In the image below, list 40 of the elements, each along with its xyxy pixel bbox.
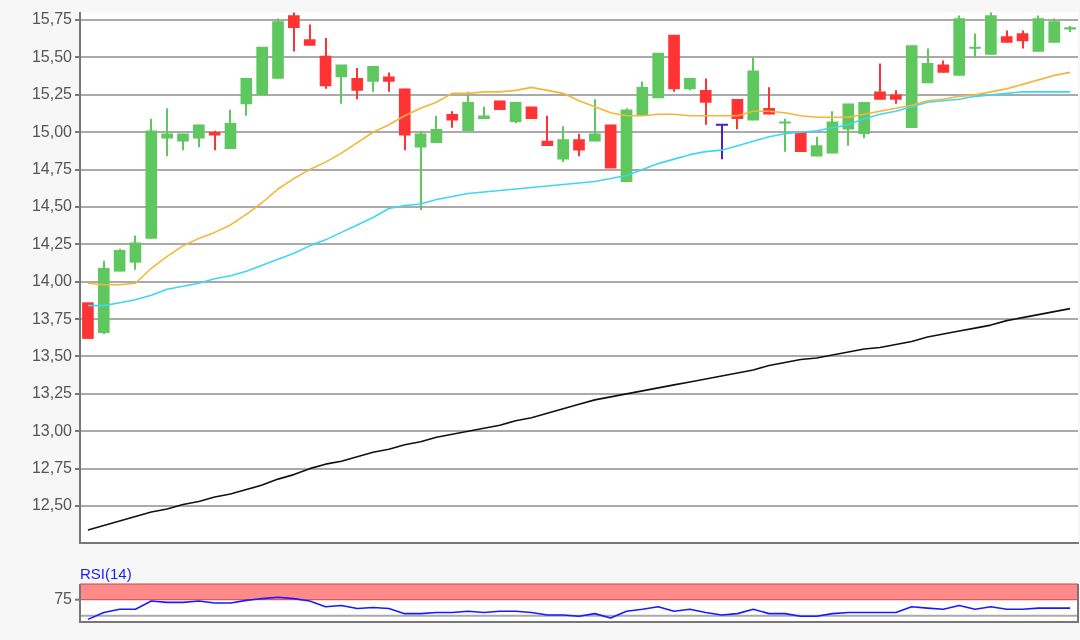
candlestick (303, 23, 316, 47)
candlestick (969, 32, 981, 59)
candlestick (288, 11, 300, 53)
candlestick (573, 132, 585, 158)
candlestick (414, 129, 427, 211)
y-tick-label: 14,25 (31, 234, 73, 252)
y-tick-label: 14,50 (31, 197, 73, 215)
candlestick (192, 123, 205, 149)
candlestick (874, 62, 886, 101)
candlestick (557, 125, 569, 164)
candlestick (113, 247, 126, 273)
text: 75 (54, 590, 73, 608)
chart-title: RSI(14) (80, 564, 132, 582)
candlestick (208, 129, 221, 152)
candlestick (589, 98, 601, 143)
y-tick-label: 15,25 (31, 85, 73, 103)
candlestick (699, 77, 712, 126)
candlestick (129, 234, 142, 271)
candlestick (383, 71, 395, 93)
y-tick-label: 15,50 (31, 47, 73, 65)
candlestick (1048, 17, 1061, 44)
y-tick-label: 14,00 (31, 272, 73, 290)
y-tick-label: 13,00 (31, 421, 73, 439)
candlestick (430, 114, 443, 144)
y-tick-label: 15,00 (31, 122, 73, 140)
candlestick (541, 114, 554, 147)
candlestick (351, 66, 364, 101)
y-tick-label: 15,75 (31, 10, 73, 28)
candlestick (367, 65, 379, 93)
candlestick (779, 117, 791, 153)
y-tick-label: 14,75 (31, 160, 73, 177)
candlestick (509, 101, 522, 125)
y-tick-label: 12,75 (31, 459, 73, 477)
candlestick (335, 63, 348, 105)
candlestick (921, 47, 934, 84)
y-tick-label: 13,75 (31, 309, 73, 327)
candlestick (161, 107, 173, 158)
y-tick-label: 13,50 (31, 346, 73, 364)
y-tick-label: 12,50 (31, 496, 73, 514)
y-tick-label: 13,25 (31, 384, 73, 402)
